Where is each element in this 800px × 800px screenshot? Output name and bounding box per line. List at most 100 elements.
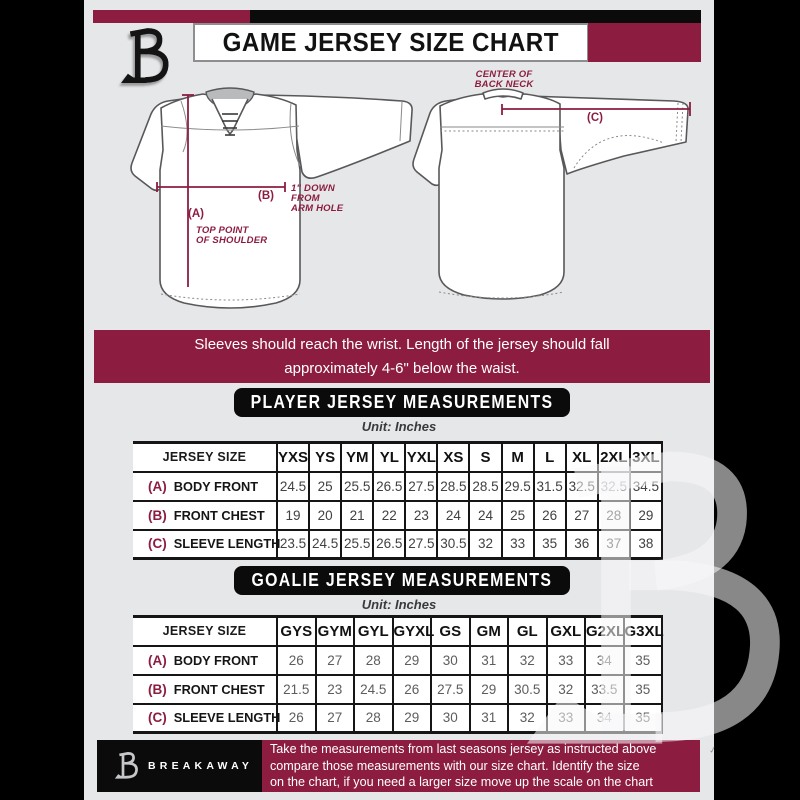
brand-name: BREAKAWAY bbox=[148, 760, 254, 772]
player-section-title: PLAYER JERSEY MEASUREMENTS bbox=[250, 392, 554, 412]
measurement-row: (B) FRONT CHEST 19 20 21 22 23 24 24 25 26 27 28 29 bbox=[133, 499, 664, 531]
breakaway-b-logo-icon bbox=[113, 752, 138, 780]
row-label: (A) BODY FRONT bbox=[133, 644, 278, 676]
measurement-row: (A) BODY FRONT 26 27 28 29 30 31 32 33 34 35 bbox=[133, 644, 663, 676]
measurement-value: 30.5 bbox=[436, 528, 471, 560]
measurement-value: 29 bbox=[628, 499, 664, 531]
measurement-value: 26 bbox=[276, 644, 317, 676]
content-strip: GAME JERSEY SIZE CHART bbox=[84, 0, 714, 800]
label-b-note: 1" DOWN FROM ARM HOLE bbox=[291, 183, 344, 214]
size-column-header: YXL bbox=[404, 441, 439, 473]
label-c-key: (C) bbox=[587, 112, 603, 124]
measurement-value: 23 bbox=[314, 673, 355, 705]
notice-banner-text: Sleeves should reach the wrist. Length o… bbox=[194, 336, 610, 377]
table-header-row: JERSEY SIZE YXS YS YM YL YXL XS S M L XL 2XL 3XL bbox=[133, 441, 664, 473]
size-column-header: 2XL bbox=[596, 441, 631, 473]
measurement-label: FRONT CHEST bbox=[173, 681, 265, 697]
measurement-label: BODY FRONT bbox=[173, 652, 259, 668]
measurement-value: 33.5 bbox=[584, 673, 625, 705]
size-column-header: YM bbox=[340, 441, 375, 473]
measurement-value: 28.5 bbox=[436, 470, 471, 502]
jersey-size-header: JERSEY SIZE bbox=[133, 441, 278, 473]
measurement-value: 22 bbox=[372, 499, 407, 531]
measurement-value: 31 bbox=[468, 702, 509, 734]
row-label: (C) SLEEVE LENGTH bbox=[133, 528, 280, 560]
header-bar bbox=[93, 10, 701, 23]
size-column-header: G2XL bbox=[584, 615, 625, 647]
measurement-value: 29 bbox=[391, 702, 432, 734]
size-column-header: GYXL bbox=[391, 615, 434, 647]
measurement-value: 32 bbox=[507, 644, 548, 676]
size-column-header: M bbox=[500, 441, 535, 473]
size-column-header: 3XL bbox=[628, 441, 664, 473]
footer-note-text: Take the measurements from last seasons … bbox=[270, 741, 657, 790]
size-column-header: YXS bbox=[275, 441, 311, 473]
measurement-value: 35 bbox=[622, 673, 663, 705]
measurement-value: 27 bbox=[314, 644, 355, 676]
measurement-value: 23.5 bbox=[275, 528, 311, 560]
measurement-value: 25 bbox=[500, 499, 535, 531]
measurement-value: 26 bbox=[391, 673, 432, 705]
measurement-label: SLEEVE LENGTH bbox=[173, 710, 281, 726]
measurement-value: 24.5 bbox=[353, 673, 394, 705]
measurement-value: 28.5 bbox=[468, 470, 503, 502]
measurement-value: 34 bbox=[584, 702, 625, 734]
goalie-measurements-table: JERSEY SIZE GYS GYM GYL GYXL GS GM GL GXL G2XL G3X… bbox=[133, 615, 664, 734]
measurement-value: 26.5 bbox=[372, 470, 407, 502]
goalie-section-header: GOALIE JERSEY MEASUREMENTS bbox=[234, 566, 570, 595]
measurement-label: BODY FRONT bbox=[173, 478, 259, 494]
measurement-key: (A) bbox=[148, 652, 167, 668]
size-column-header: GYM bbox=[314, 615, 355, 647]
size-column-header: YL bbox=[372, 441, 407, 473]
measurement-value: 38 bbox=[628, 528, 664, 560]
measurement-value: 30.5 bbox=[507, 673, 548, 705]
measurement-value: 33 bbox=[545, 702, 586, 734]
goalie-unit-label: Unit: Inches bbox=[361, 597, 437, 612]
size-column-header: YS bbox=[308, 441, 343, 473]
footer-note-box: Take the measurements from last seasons … bbox=[262, 740, 700, 792]
measurement-value: 26.5 bbox=[372, 528, 407, 560]
measurement-value: 35 bbox=[622, 644, 663, 676]
measurement-value: 27 bbox=[564, 499, 599, 531]
jersey-size-header: JERSEY SIZE bbox=[133, 615, 278, 647]
title-box: GAME JERSEY SIZE CHART bbox=[193, 23, 589, 62]
measurement-value: 37 bbox=[596, 528, 631, 560]
measurement-value: 36 bbox=[564, 528, 599, 560]
measurement-value: 30 bbox=[430, 644, 471, 676]
measurement-key: (C) bbox=[148, 710, 167, 726]
measurement-value: 33 bbox=[500, 528, 535, 560]
player-section-header: PLAYER JERSEY MEASUREMENTS bbox=[234, 388, 570, 417]
measurement-row: (C) SLEEVE LENGTH 26 27 28 29 30 31 32 33 34 35 bbox=[133, 702, 663, 734]
measurement-value: 24 bbox=[468, 499, 503, 531]
measurement-value: 32.5 bbox=[596, 470, 631, 502]
measurement-key: (A) bbox=[148, 478, 167, 494]
row-label: (B) FRONT CHEST bbox=[133, 673, 278, 705]
measurement-value: 28 bbox=[353, 702, 394, 734]
measurement-lines bbox=[156, 94, 691, 287]
measurement-value: 33 bbox=[545, 644, 586, 676]
measurement-value: 35 bbox=[622, 702, 663, 734]
measurement-key: (C) bbox=[148, 536, 167, 552]
row-label: (C) SLEEVE LENGTH bbox=[133, 702, 280, 734]
measurement-value: 26 bbox=[276, 702, 317, 734]
title-accent-block bbox=[588, 23, 701, 62]
measurement-value: 23 bbox=[404, 499, 439, 531]
size-column-header: GL bbox=[507, 615, 548, 647]
measurement-value: 35 bbox=[532, 528, 567, 560]
header-bar-accent bbox=[93, 10, 250, 23]
size-column-header: G3XL bbox=[622, 615, 664, 647]
measurement-value: 21.5 bbox=[276, 673, 317, 705]
measurement-value: 31.5 bbox=[532, 470, 567, 502]
size-column-header: L bbox=[532, 441, 567, 473]
measurement-value: 32.5 bbox=[564, 470, 599, 502]
measurement-row: (A) BODY FRONT 24.5 25 25.5 26.5 27.5 28.5 28.5 2… bbox=[133, 470, 664, 502]
size-column-header: S bbox=[468, 441, 503, 473]
measurement-value: 28 bbox=[596, 499, 631, 531]
measurement-row: (C) SLEEVE LENGTH 23.5 24.5 25.5 26.5 27.5 30.5… bbox=[133, 528, 664, 560]
measurement-value: 29.5 bbox=[500, 470, 535, 502]
player-measurements-table: JERSEY SIZE YXS YS YM YL YXL XS S M L XL 2XL 3XL (A) B… bbox=[133, 441, 664, 560]
measurement-value: 25.5 bbox=[340, 470, 375, 502]
size-column-header: GM bbox=[468, 615, 509, 647]
measurement-value: 25.5 bbox=[340, 528, 375, 560]
